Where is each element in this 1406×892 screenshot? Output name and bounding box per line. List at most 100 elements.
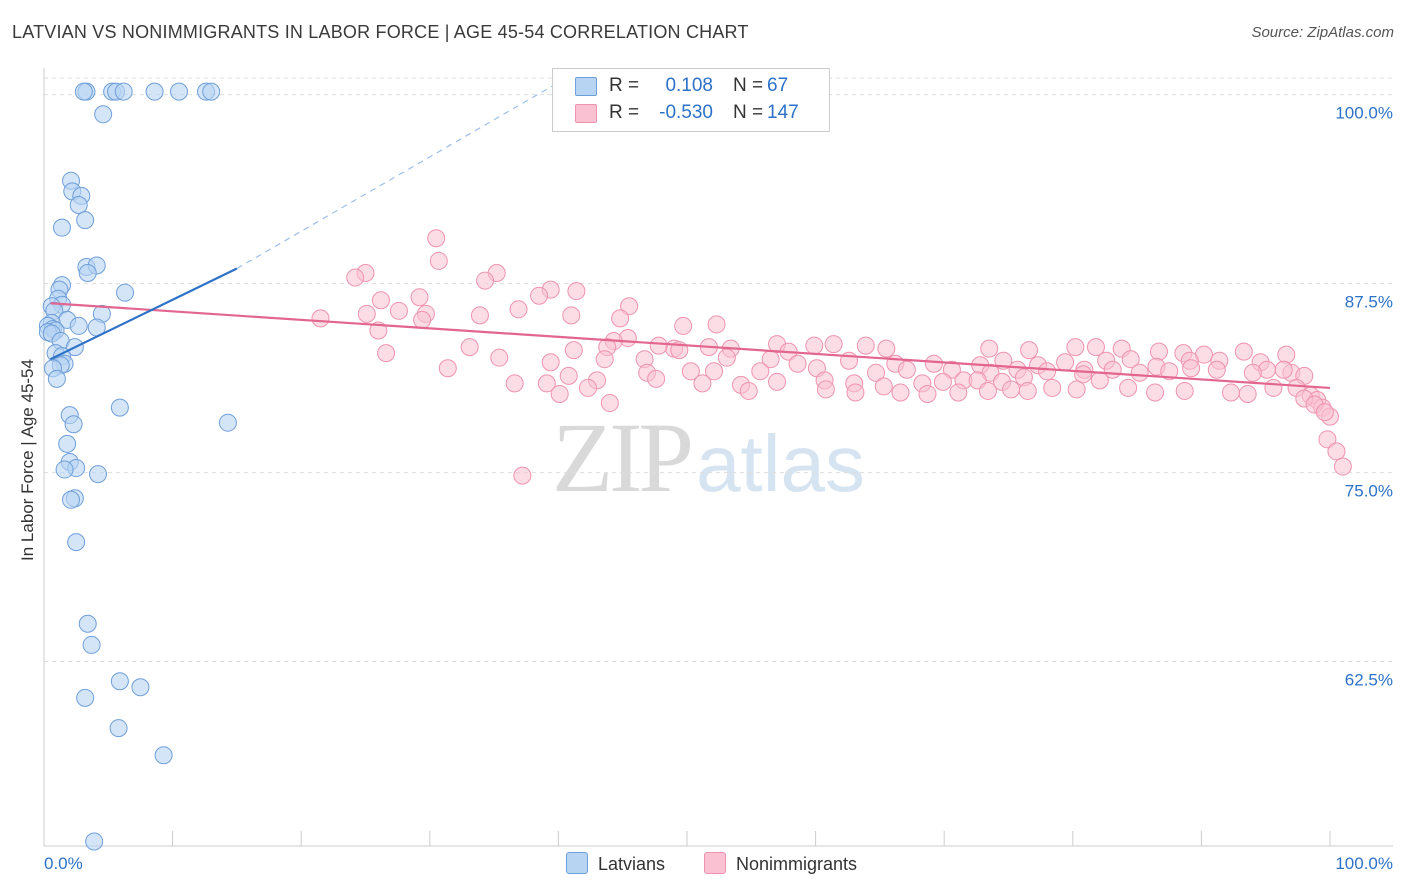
nonimmigrants-point — [707, 315, 726, 334]
legend-swatch-nonimmigrants — [575, 104, 597, 123]
nonimmigrants-point — [470, 306, 489, 325]
bottom-legend-swatch-latvians — [566, 852, 588, 874]
nonimmigrants-point — [1277, 345, 1296, 364]
nonimmigrants-point — [438, 359, 457, 378]
latvians-point — [154, 746, 173, 765]
latvians-point — [218, 413, 237, 432]
nonimmigrants-point — [1090, 371, 1109, 390]
nonimmigrants-point — [413, 310, 432, 329]
nonimmigrants-point — [427, 229, 446, 248]
bottom-legend-swatch-nonimmigrants — [704, 852, 726, 874]
nonimmigrants-point — [846, 383, 865, 402]
nonimmigrants-point — [567, 282, 586, 301]
nonimmigrants-point — [768, 372, 787, 391]
latvians-point — [53, 218, 72, 237]
bottom-legend-nonimmigrants: Nonimmigrants — [704, 852, 857, 875]
y-tick-label: 100.0% — [1335, 104, 1393, 123]
legend-n-label: N = — [733, 102, 764, 123]
nonimmigrants-point — [578, 378, 597, 397]
nonimmigrants-point — [357, 304, 376, 323]
nonimmigrants-point — [897, 360, 916, 379]
latvians-point — [114, 82, 133, 101]
latvians-point — [110, 398, 129, 417]
nonimmigrants-point — [949, 383, 968, 402]
nonimmigrants-point — [1043, 378, 1062, 397]
x-tick-label: 0.0% — [44, 854, 83, 873]
nonimmigrants-point — [1020, 341, 1039, 360]
nonimmigrants-point — [1074, 365, 1093, 384]
nonimmigrants-point — [429, 251, 448, 270]
nonimmigrants-point — [1018, 381, 1037, 400]
latvians-point — [62, 490, 81, 509]
nonimmigrants-point — [611, 309, 630, 328]
nonimmigrants-point — [600, 394, 619, 413]
nonimmigrants-point — [1067, 380, 1086, 399]
nonimmigrants-point — [530, 286, 549, 305]
latvians-point — [82, 635, 101, 654]
nonimmigrants-point — [490, 348, 509, 367]
nonimmigrants-point — [1121, 350, 1140, 369]
latvians-point — [202, 82, 221, 101]
latvians-trendline-extension — [236, 82, 559, 270]
nonimmigrants-point — [693, 374, 712, 393]
nonimmigrants-point — [918, 384, 937, 403]
latvians-point — [170, 82, 189, 101]
watermark-zip: ZIP — [552, 402, 694, 513]
bottom-legend-label-latvians: Latvians — [598, 854, 666, 874]
latvians-point — [116, 283, 135, 302]
nonimmigrants-point — [1327, 442, 1346, 461]
nonimmigrants-point — [717, 348, 736, 367]
nonimmigrants-point — [891, 383, 910, 402]
nonimmigrants-trendline — [50, 302, 1331, 390]
nonimmigrants-point — [389, 301, 408, 320]
latvians-point — [89, 465, 108, 484]
nonimmigrants-point — [867, 363, 886, 382]
nonimmigrants-point — [649, 336, 668, 355]
latvians-point — [58, 434, 77, 453]
nonimmigrants-point — [1207, 360, 1226, 379]
nonimmigrants-point — [1182, 359, 1201, 378]
latvians-point — [76, 688, 95, 707]
latvians-point — [47, 369, 66, 388]
nonimmigrants-point — [476, 271, 495, 290]
nonimmigrants-point — [816, 380, 835, 399]
nonimmigrants-point — [647, 369, 666, 388]
nonimmigrants-point — [877, 339, 896, 358]
y-tick-label: 87.5% — [1345, 293, 1393, 312]
nonimmigrants-point — [1234, 342, 1253, 361]
nonimmigrants-point — [509, 300, 528, 319]
legend-n-label: N = — [733, 75, 764, 96]
nonimmigrants-point — [824, 335, 843, 354]
nonimmigrants-point — [410, 288, 429, 307]
x-tick-label: 100.0% — [1335, 854, 1393, 873]
nonimmigrants-point — [1315, 403, 1334, 422]
latvians-point — [69, 195, 88, 214]
nonimmigrants-point — [513, 466, 532, 485]
nonimmigrants-point — [681, 362, 700, 381]
nonimmigrants-point — [311, 309, 330, 328]
latvians-point — [69, 316, 88, 335]
nonimmigrants-point — [1160, 362, 1179, 381]
latvians-point — [64, 415, 83, 434]
nonimmigrants-point — [377, 344, 396, 363]
nonimmigrants-point — [460, 338, 479, 357]
nonimmigrants-point — [1130, 363, 1149, 382]
latvians-trendline — [49, 267, 238, 361]
nonimmigrants-point — [1264, 378, 1283, 397]
nonimmigrants-point — [739, 381, 758, 400]
nonimmigrants-point — [564, 341, 583, 360]
legend-r-value: -0.530 — [659, 102, 713, 123]
latvians-point — [74, 82, 93, 101]
nonimmigrants-point — [933, 372, 952, 391]
bottom-legend-label-nonimmigrants: Nonimmigrants — [736, 854, 858, 874]
source-label: Source: ZipAtlas.com — [1251, 24, 1394, 41]
latvians-point — [85, 832, 104, 851]
nonimmigrants-point — [1119, 378, 1138, 397]
nonimmigrants-point — [1038, 362, 1057, 381]
nonimmigrants-point — [505, 374, 524, 393]
nonimmigrants-point — [1318, 430, 1337, 449]
nonimmigrants-point — [537, 374, 556, 393]
nonimmigrants-point — [1086, 338, 1105, 357]
watermark-atlas: atlas — [696, 419, 865, 508]
